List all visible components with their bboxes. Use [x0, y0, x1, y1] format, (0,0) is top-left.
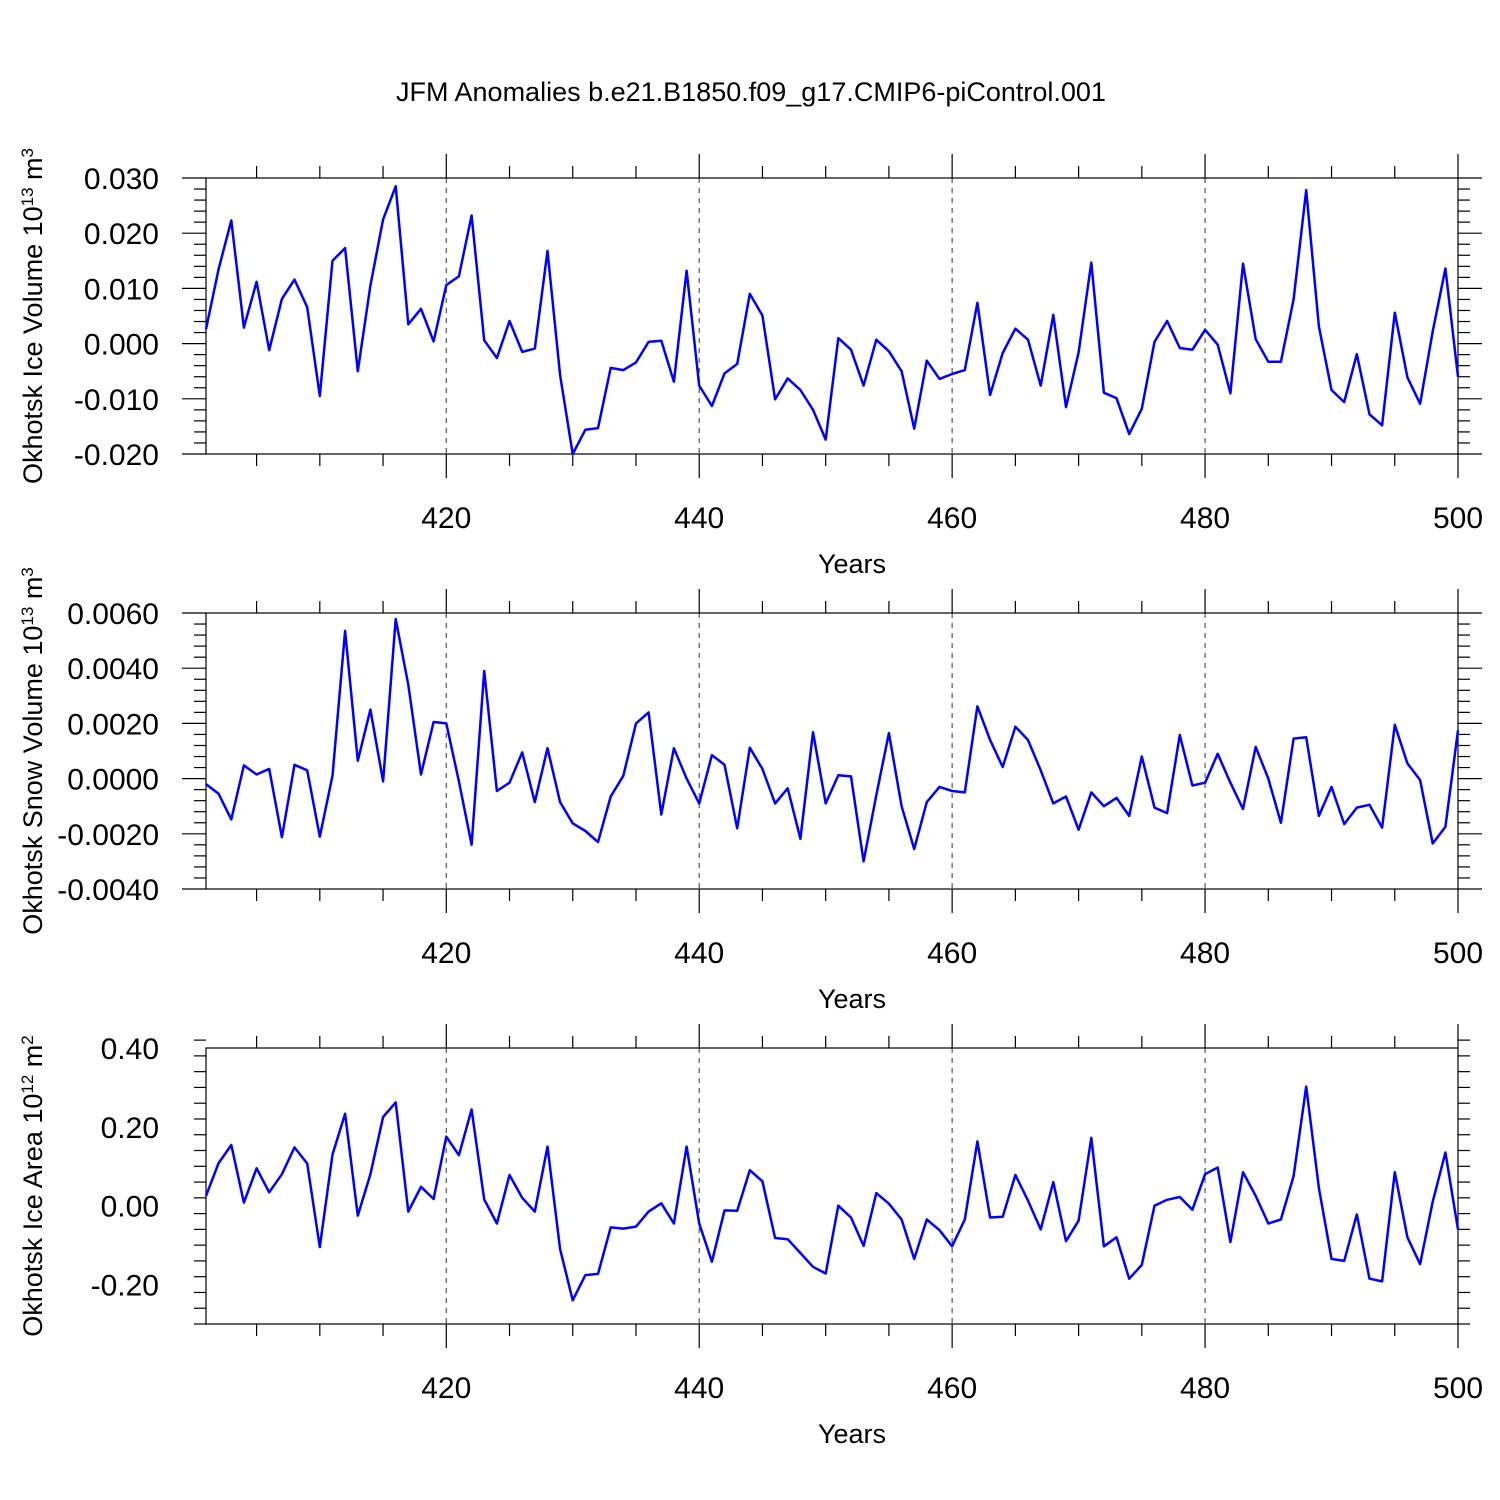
series-line-ice-volume — [204, 185, 1460, 456]
ytick-label: 0.000 — [84, 329, 159, 362]
xtick-label-500: 500 — [1433, 937, 1483, 970]
ytick-label: -0.0020 — [57, 819, 159, 852]
xtick-label-420: 420 — [421, 502, 471, 535]
y-axis-label: Okhotsk Snow Volume 1013 m3 — [18, 567, 49, 935]
ytick-label: 0.0060 — [67, 598, 159, 631]
xtick-label-480: 480 — [1180, 1372, 1230, 1405]
x-axis-label: Years — [818, 549, 886, 579]
ytick-label: 0.20 — [101, 1112, 159, 1145]
xtick-label-480: 480 — [1180, 502, 1230, 535]
plot-frame — [205, 612, 1459, 890]
xtick-label-460: 460 — [927, 937, 977, 970]
panel-ice-volume: 420 440 460 480 500 -0.020 -0.010 0.000 0.010 0.0… — [18, 148, 1484, 579]
y-axis-label: Okhotsk Ice Volume 1013 m3 — [18, 148, 49, 484]
xtick-label-480: 480 — [1180, 937, 1230, 970]
plot-frame — [205, 177, 1459, 455]
panel-snow-volume: 420 440 460 480 500 -0.0040 -0.0020 0.0000 0.002… — [18, 567, 1484, 1014]
xtick-label-440: 440 — [674, 1372, 724, 1405]
ytick-label: -0.010 — [74, 384, 159, 417]
ytick-label: -0.20 — [91, 1270, 159, 1303]
y-axis-label: Okhotsk Ice Area 1012 m2 — [18, 1035, 49, 1337]
xtick-label-440: 440 — [674, 502, 724, 535]
panel-ice-area: 420 440 460 480 500 -0.20 0.00 0.20 0.40 Years Okh… — [18, 1024, 1483, 1449]
x-axis-label: Years — [818, 984, 886, 1014]
xtick-label-460: 460 — [927, 1372, 977, 1405]
xtick-label-500: 500 — [1433, 502, 1483, 535]
xtick-label-440: 440 — [674, 937, 724, 970]
ytick-label: 0.0000 — [67, 764, 159, 797]
ytick-label: 0.0020 — [67, 708, 159, 741]
ytick-label: 0.00 — [101, 1191, 159, 1224]
ytick-label: 0.40 — [101, 1033, 159, 1066]
series-line-ice-area — [204, 1085, 1460, 1302]
ytick-label: -0.0040 — [57, 874, 159, 907]
ytick-label: -0.020 — [74, 439, 159, 472]
x-axis-label: Years — [818, 1419, 886, 1449]
xtick-label-420: 420 — [421, 937, 471, 970]
plot-frame — [205, 1047, 1459, 1325]
ytick-label: 0.010 — [84, 273, 159, 306]
chart-title: JFM Anomalies b.e21.B1850.f09_g17.CMIP6-… — [396, 77, 1106, 107]
xtick-label-460: 460 — [927, 502, 977, 535]
panels: 420 440 460 480 500 -0.020 -0.010 0.000 0.010 0.0… — [18, 148, 1484, 1449]
xtick-label-500: 500 — [1433, 1372, 1483, 1405]
ytick-label: 0.020 — [84, 218, 159, 251]
series-line-snow-volume — [205, 617, 1460, 863]
ytick-label: 0.0040 — [67, 653, 159, 686]
ytick-label: 0.030 — [84, 163, 159, 196]
xtick-label-420: 420 — [421, 1372, 471, 1405]
